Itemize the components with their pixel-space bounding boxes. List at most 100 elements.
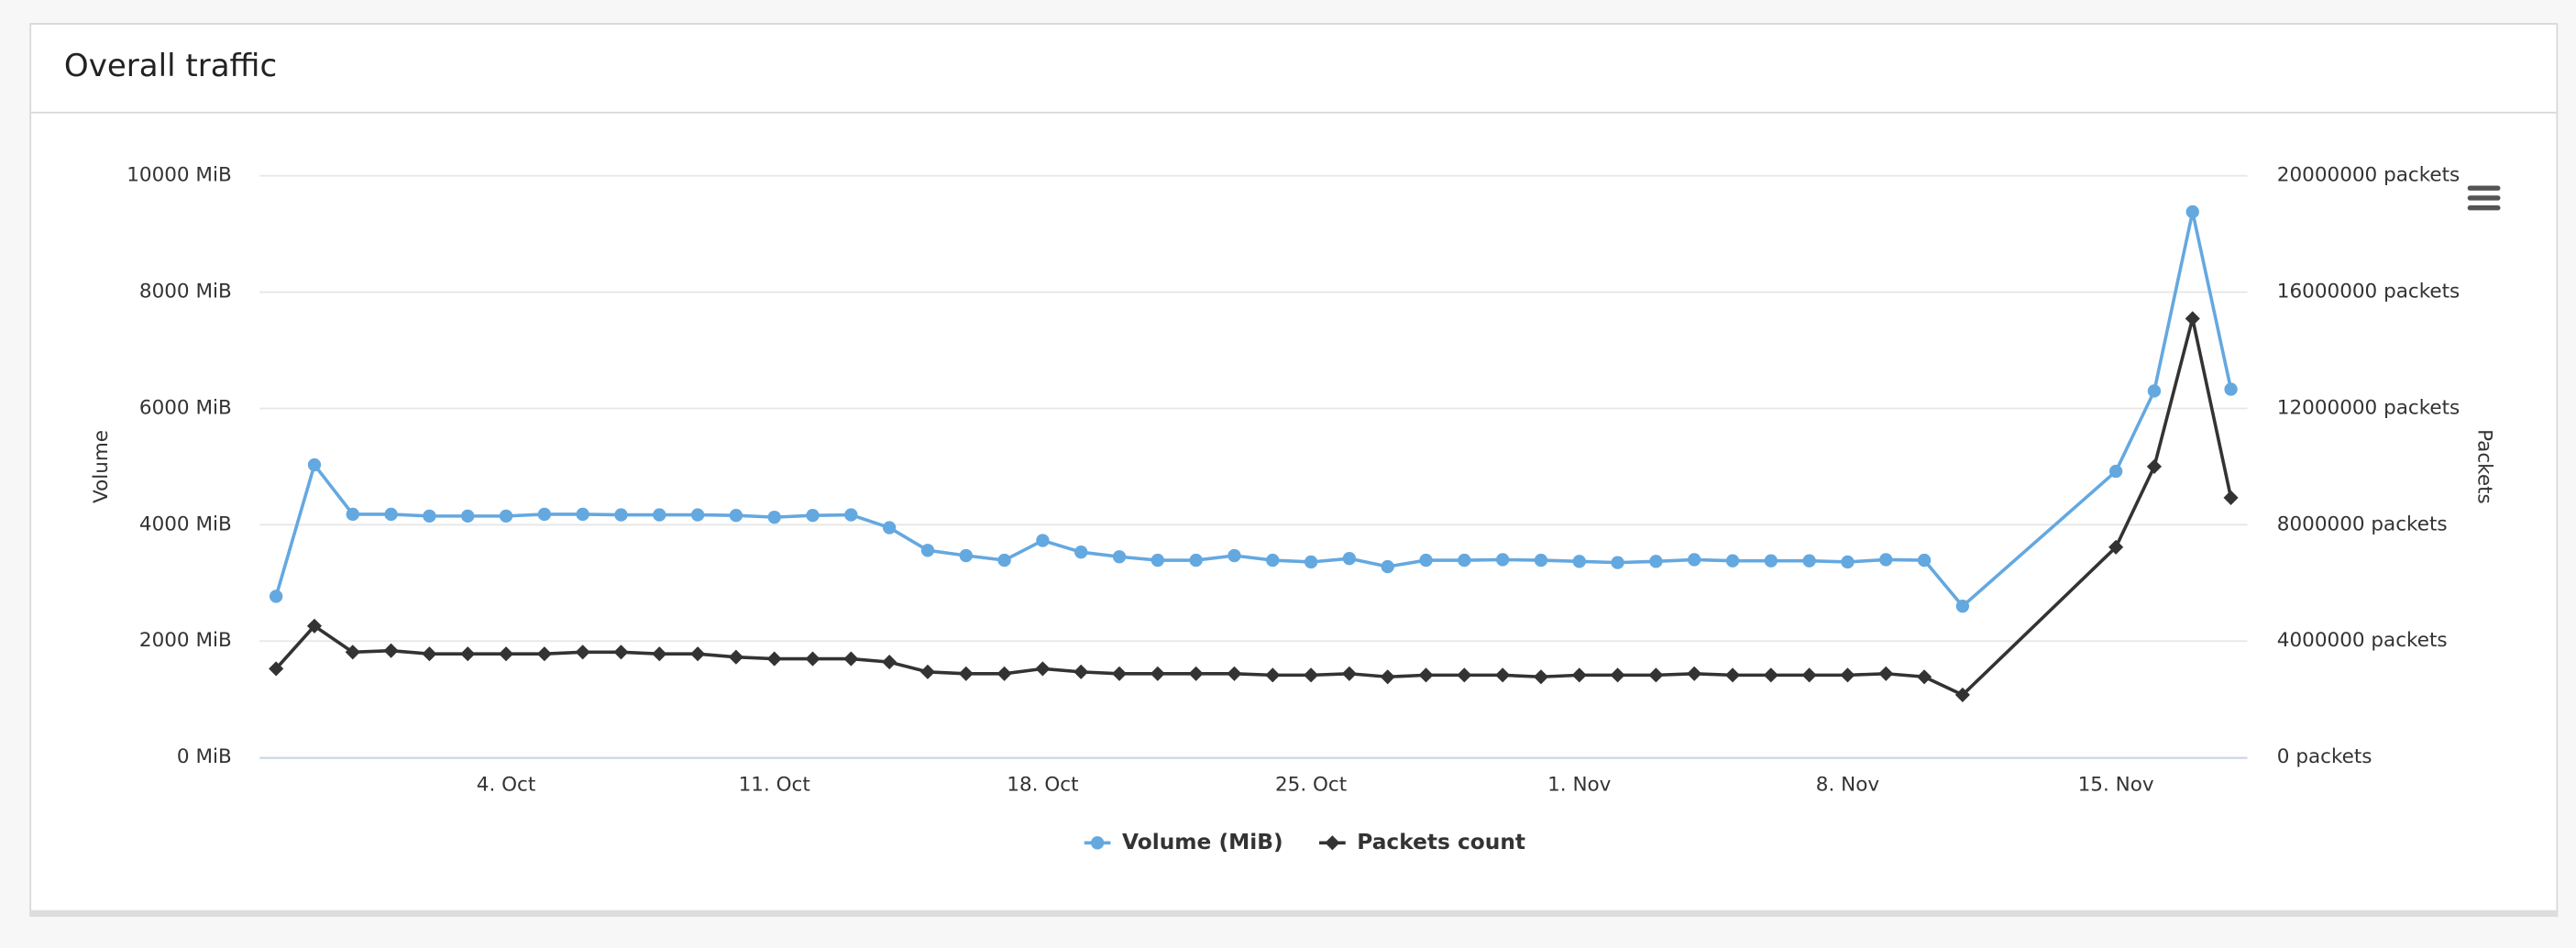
- point: [1533, 669, 1549, 685]
- point: [614, 508, 628, 522]
- legend-symbol: [1090, 836, 1105, 850]
- point: [1112, 550, 1127, 564]
- point: [1572, 555, 1586, 568]
- point: [1840, 667, 1855, 683]
- point: [1458, 553, 1471, 568]
- legend-item[interactable]: Volume (MiB): [1084, 830, 1283, 854]
- point: [536, 646, 552, 662]
- point: [1802, 554, 1816, 568]
- point: [1381, 559, 1394, 574]
- card-shadow: [29, 909, 2559, 917]
- point: [1801, 667, 1817, 683]
- point: [1764, 554, 1778, 568]
- point: [1878, 666, 1894, 681]
- point: [1380, 669, 1395, 685]
- point: [2224, 382, 2238, 396]
- point: [1495, 667, 1511, 683]
- point: [1611, 556, 1624, 569]
- point: [306, 618, 323, 634]
- point: [1227, 548, 1241, 563]
- point: [1111, 666, 1128, 681]
- point: [729, 509, 743, 523]
- point: [613, 645, 629, 660]
- legend-symbol: [1325, 835, 1340, 851]
- y2-tick-label: 0 packets: [2277, 745, 2372, 768]
- x-tick-label: 11. Oct: [739, 774, 810, 797]
- y2-tick-label: 16000000 packets: [2277, 281, 2460, 303]
- point: [1189, 553, 1203, 568]
- point: [346, 507, 359, 522]
- y2-tick-label: 20000000 packets: [2277, 164, 2460, 187]
- point: [422, 646, 437, 662]
- legend-label: Volume (MiB): [1122, 830, 1283, 854]
- x-tick-label: 8. Nov: [1816, 774, 1880, 797]
- point: [1648, 667, 1664, 683]
- point: [575, 645, 590, 660]
- point: [270, 590, 283, 603]
- point: [1495, 553, 1510, 567]
- point: [1188, 666, 1204, 681]
- point: [1917, 553, 1932, 568]
- y2-tick-label: 12000000 packets: [2277, 396, 2460, 419]
- point: [1419, 553, 1433, 568]
- point: [882, 655, 897, 670]
- x-tick-label: 18. Oct: [1007, 774, 1078, 797]
- point: [423, 509, 436, 524]
- y2-tick-label: 8000000 packets: [2277, 513, 2448, 535]
- point: [920, 544, 935, 557]
- point: [1073, 664, 1089, 679]
- y-tick-label: 4000 MiB: [139, 513, 232, 535]
- menu-button[interactable]: [2467, 185, 2501, 211]
- point: [653, 508, 666, 522]
- point: [1150, 553, 1165, 568]
- point: [1342, 551, 1357, 566]
- point: [537, 507, 552, 522]
- point: [806, 509, 820, 523]
- point: [996, 666, 1012, 681]
- x-tick-label: 25. Oct: [1275, 774, 1347, 797]
- point: [997, 553, 1011, 568]
- menu-bar: [2467, 205, 2501, 211]
- point: [1150, 666, 1165, 681]
- menu-bar: [2467, 185, 2501, 191]
- point: [1227, 666, 1242, 681]
- point: [1304, 555, 1318, 569]
- point: [1610, 667, 1625, 683]
- point: [2146, 458, 2163, 474]
- point: [2185, 204, 2199, 219]
- point: [1879, 553, 1893, 567]
- legend-item[interactable]: Packets count: [1319, 830, 1525, 854]
- y-tick-label: 10000 MiB: [127, 164, 232, 187]
- x-tick-label: 15. Nov: [2078, 774, 2154, 797]
- y-tick-label: 0 MiB: [177, 745, 232, 768]
- point: [1649, 555, 1663, 568]
- y2-axis-title: Packets: [2473, 429, 2496, 504]
- point: [384, 507, 398, 522]
- y-axis-title: Volume: [90, 430, 113, 503]
- card: [29, 23, 2559, 917]
- point: [1841, 555, 1855, 569]
- y-tick-label: 2000 MiB: [139, 629, 232, 652]
- point: [843, 651, 859, 667]
- point: [460, 646, 476, 662]
- point: [499, 509, 513, 524]
- card-title: Overall traffic: [64, 48, 277, 84]
- y2-tick-label: 4000000 packets: [2277, 629, 2448, 652]
- point: [1074, 546, 1088, 559]
- point: [690, 508, 705, 522]
- point: [1687, 666, 1702, 681]
- y-tick-label: 8000 MiB: [139, 281, 232, 303]
- point: [576, 507, 589, 522]
- menu-bar: [2467, 195, 2501, 201]
- point: [1266, 553, 1280, 568]
- point: [958, 666, 974, 681]
- point: [844, 508, 858, 522]
- point: [1725, 554, 1740, 568]
- point: [959, 548, 973, 563]
- point: [1265, 667, 1281, 683]
- point: [461, 509, 475, 524]
- point: [498, 646, 514, 662]
- point: [1534, 553, 1548, 568]
- point: [919, 664, 936, 679]
